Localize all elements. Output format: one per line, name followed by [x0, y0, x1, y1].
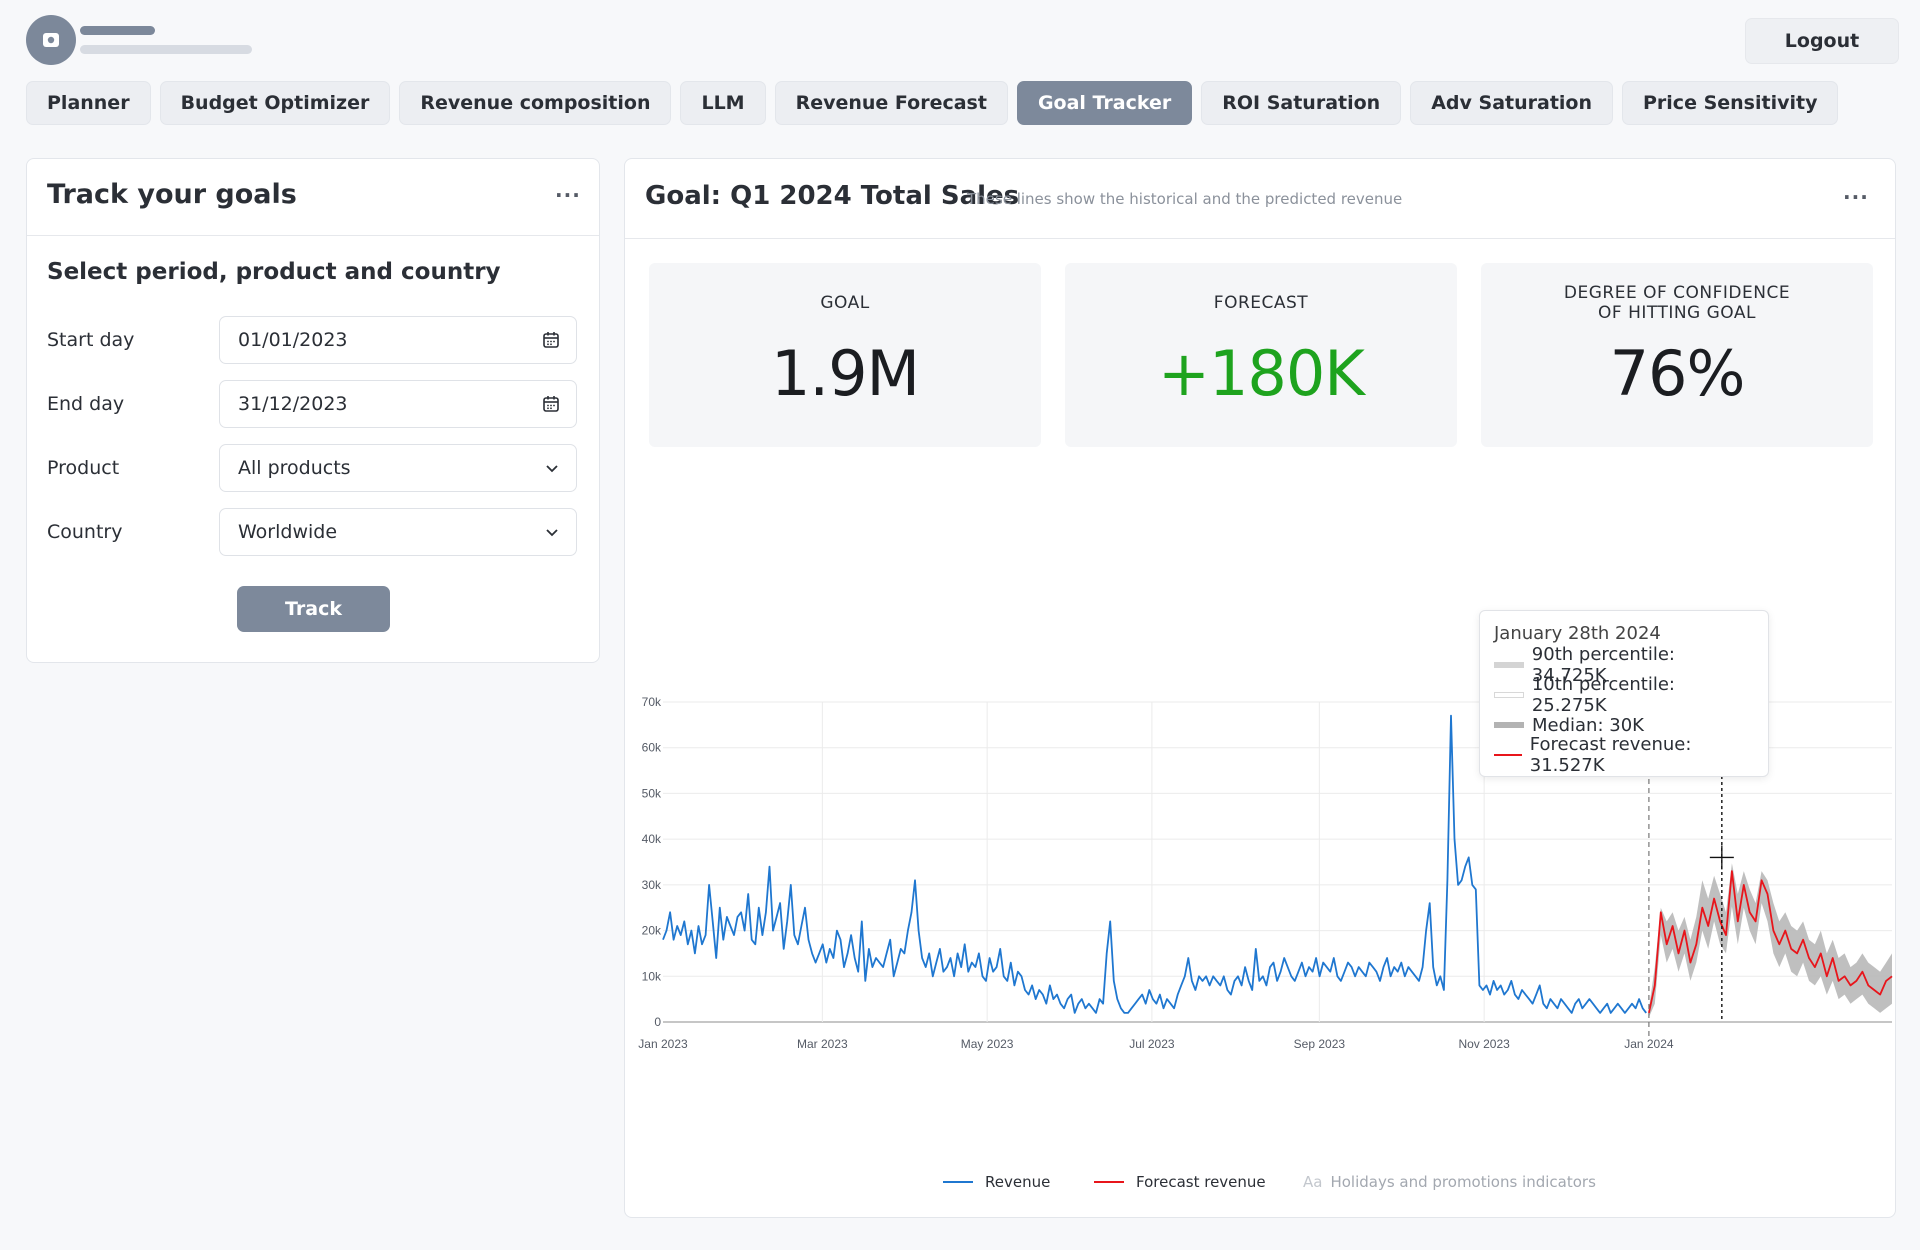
- tab-bar: Planner Budget Optimizer Revenue composi…: [26, 81, 1839, 125]
- end-day-label: End day: [47, 393, 125, 415]
- card-title: Track your goals: [47, 179, 297, 210]
- card-header: Track your goals ···: [27, 159, 599, 236]
- x-tick-label: Mar 2023: [797, 1037, 848, 1051]
- median-swatch: [1494, 722, 1524, 728]
- tooltip-row: Median: 30K: [1494, 710, 1754, 740]
- y-tick-label: 50k: [642, 786, 662, 800]
- logout-button[interactable]: Logout: [1745, 18, 1899, 64]
- calendar-icon[interactable]: [542, 331, 560, 349]
- avatar[interactable]: [26, 15, 76, 65]
- country-label: Country: [47, 521, 123, 543]
- tab-revenue-forecast[interactable]: Revenue Forecast: [774, 81, 1008, 125]
- legend-label: Holidays and promotions indicators: [1330, 1173, 1596, 1191]
- y-tick-label: 60k: [642, 741, 662, 755]
- kpi-label: DEGREE OF CONFIDENCE: [1563, 283, 1791, 303]
- tooltip-row: Forecast revenue: 31.527K: [1494, 734, 1754, 776]
- tab-goal-tracker[interactable]: Goal Tracker: [1016, 81, 1193, 125]
- revenue-line: [662, 714, 1647, 1014]
- start-day-value: 01/01/2023: [238, 329, 348, 351]
- revenue-chart[interactable]: 0 10k 20k 30k 40k 50k 60k 70k Jan 2023 Mar 2023 Ma…: [625, 459, 1895, 1179]
- goal-subtitle: These lines show the historical and the …: [967, 190, 1403, 208]
- confidence-kpi: DEGREE OF CONFIDENCE OF HITTING GOAL 76%: [1481, 263, 1873, 447]
- forecast-swatch: [1094, 1181, 1124, 1183]
- x-tick-label: Jul 2023: [1129, 1037, 1175, 1051]
- kpi-label: OF HITTING GOAL: [1598, 303, 1756, 323]
- legend-label: Revenue: [985, 1173, 1051, 1191]
- section-title: Select period, product and country: [47, 259, 501, 285]
- forecast-swatch: [1494, 754, 1522, 756]
- legend-forecast[interactable]: Forecast revenue: [1094, 1173, 1266, 1191]
- tooltip-median: Median: 30K: [1532, 714, 1644, 736]
- y-tick-label: 30k: [642, 878, 662, 892]
- percentile-band: [1648, 863, 1892, 1018]
- end-day-input[interactable]: 31/12/2023: [219, 380, 577, 428]
- tab-planner[interactable]: Planner: [26, 81, 151, 125]
- product-value: All products: [238, 457, 351, 479]
- kpi-label: GOAL: [820, 293, 870, 313]
- product-select[interactable]: All products: [219, 444, 577, 492]
- tab-revenue-composition[interactable]: Revenue composition: [399, 81, 672, 125]
- kpi-value: 1.9M: [770, 337, 920, 410]
- legend-label: Forecast revenue: [1136, 1173, 1266, 1191]
- y-tick-label: 70k: [642, 695, 662, 709]
- country-select[interactable]: Worldwide: [219, 508, 577, 556]
- y-tick-label: 40k: [642, 832, 662, 846]
- kpi-value: 76%: [1609, 337, 1746, 410]
- tooltip-row: 10th percentile: 25.275K: [1494, 674, 1754, 716]
- legend-holidays[interactable]: Aa Holidays and promotions indicators: [1303, 1173, 1596, 1191]
- tab-llm[interactable]: LLM: [680, 81, 766, 125]
- forecast-kpi: FORECAST +180K: [1065, 263, 1457, 447]
- tooltip-p10: 10th percentile: 25.275K: [1531, 674, 1675, 716]
- forecast-line: [1648, 870, 1893, 1014]
- goal-card: Goal: Q1 2024 Total Sales These lines sh…: [624, 158, 1896, 1218]
- more-options-icon[interactable]: ···: [1843, 185, 1869, 209]
- calendar-icon[interactable]: [542, 395, 560, 413]
- country-value: Worldwide: [238, 521, 338, 543]
- tooltip-date: January 28th 2024: [1494, 623, 1661, 644]
- y-tick-label: 20k: [642, 924, 662, 938]
- tab-adv-saturation[interactable]: Adv Saturation: [1410, 81, 1613, 125]
- x-tick-label: Sep 2023: [1294, 1037, 1346, 1051]
- tooltip-forecast: Forecast revenue: 31.527K: [1529, 734, 1692, 776]
- x-tick-label: Jan 2023: [638, 1037, 688, 1051]
- tab-price-sensitivity[interactable]: Price Sensitivity: [1622, 81, 1839, 125]
- p90-swatch: [1494, 662, 1524, 668]
- chevron-down-icon: [546, 529, 558, 537]
- subtitle-placeholder: [80, 45, 252, 54]
- kpi-label: FORECAST: [1213, 293, 1309, 313]
- start-day-label: Start day: [47, 329, 135, 351]
- image-icon: [43, 33, 59, 47]
- username-placeholder: [80, 26, 155, 35]
- chart-tooltip: January 28th 2024 90th percentile: 34.72…: [1479, 610, 1769, 777]
- chevron-down-icon: [546, 465, 558, 473]
- product-label: Product: [47, 457, 120, 479]
- kpi-value: +180K: [1158, 337, 1365, 410]
- x-tick-label: May 2023: [961, 1037, 1014, 1051]
- tab-budget-optimizer[interactable]: Budget Optimizer: [159, 81, 391, 125]
- y-tick-label: 10k: [642, 969, 662, 983]
- aa-icon: Aa: [1303, 1173, 1323, 1191]
- y-tick-label: 0: [654, 1015, 661, 1029]
- more-options-icon[interactable]: ···: [555, 183, 581, 207]
- p10-swatch: [1494, 692, 1524, 698]
- goal-kpi: GOAL 1.9M: [649, 263, 1041, 447]
- track-button[interactable]: Track: [237, 586, 390, 632]
- goal-title: Goal: Q1 2024 Total Sales: [645, 181, 1020, 211]
- tooltip-row: 90th percentile: 34.725K: [1494, 644, 1754, 686]
- legend-revenue[interactable]: Revenue: [943, 1173, 1050, 1191]
- x-tick-label: Jan 2024: [1624, 1037, 1674, 1051]
- track-goals-card: Track your goals ··· Select period, prod…: [26, 158, 600, 663]
- tooltip-p90: 90th percentile: 34.725K: [1531, 644, 1675, 686]
- start-day-input[interactable]: 01/01/2023: [219, 316, 577, 364]
- end-day-value: 31/12/2023: [238, 393, 348, 415]
- x-tick-label: Nov 2023: [1458, 1037, 1510, 1051]
- revenue-swatch: [943, 1181, 973, 1183]
- goal-card-header: Goal: Q1 2024 Total Sales These lines sh…: [625, 159, 1895, 239]
- tab-roi-saturation[interactable]: ROI Saturation: [1201, 81, 1402, 125]
